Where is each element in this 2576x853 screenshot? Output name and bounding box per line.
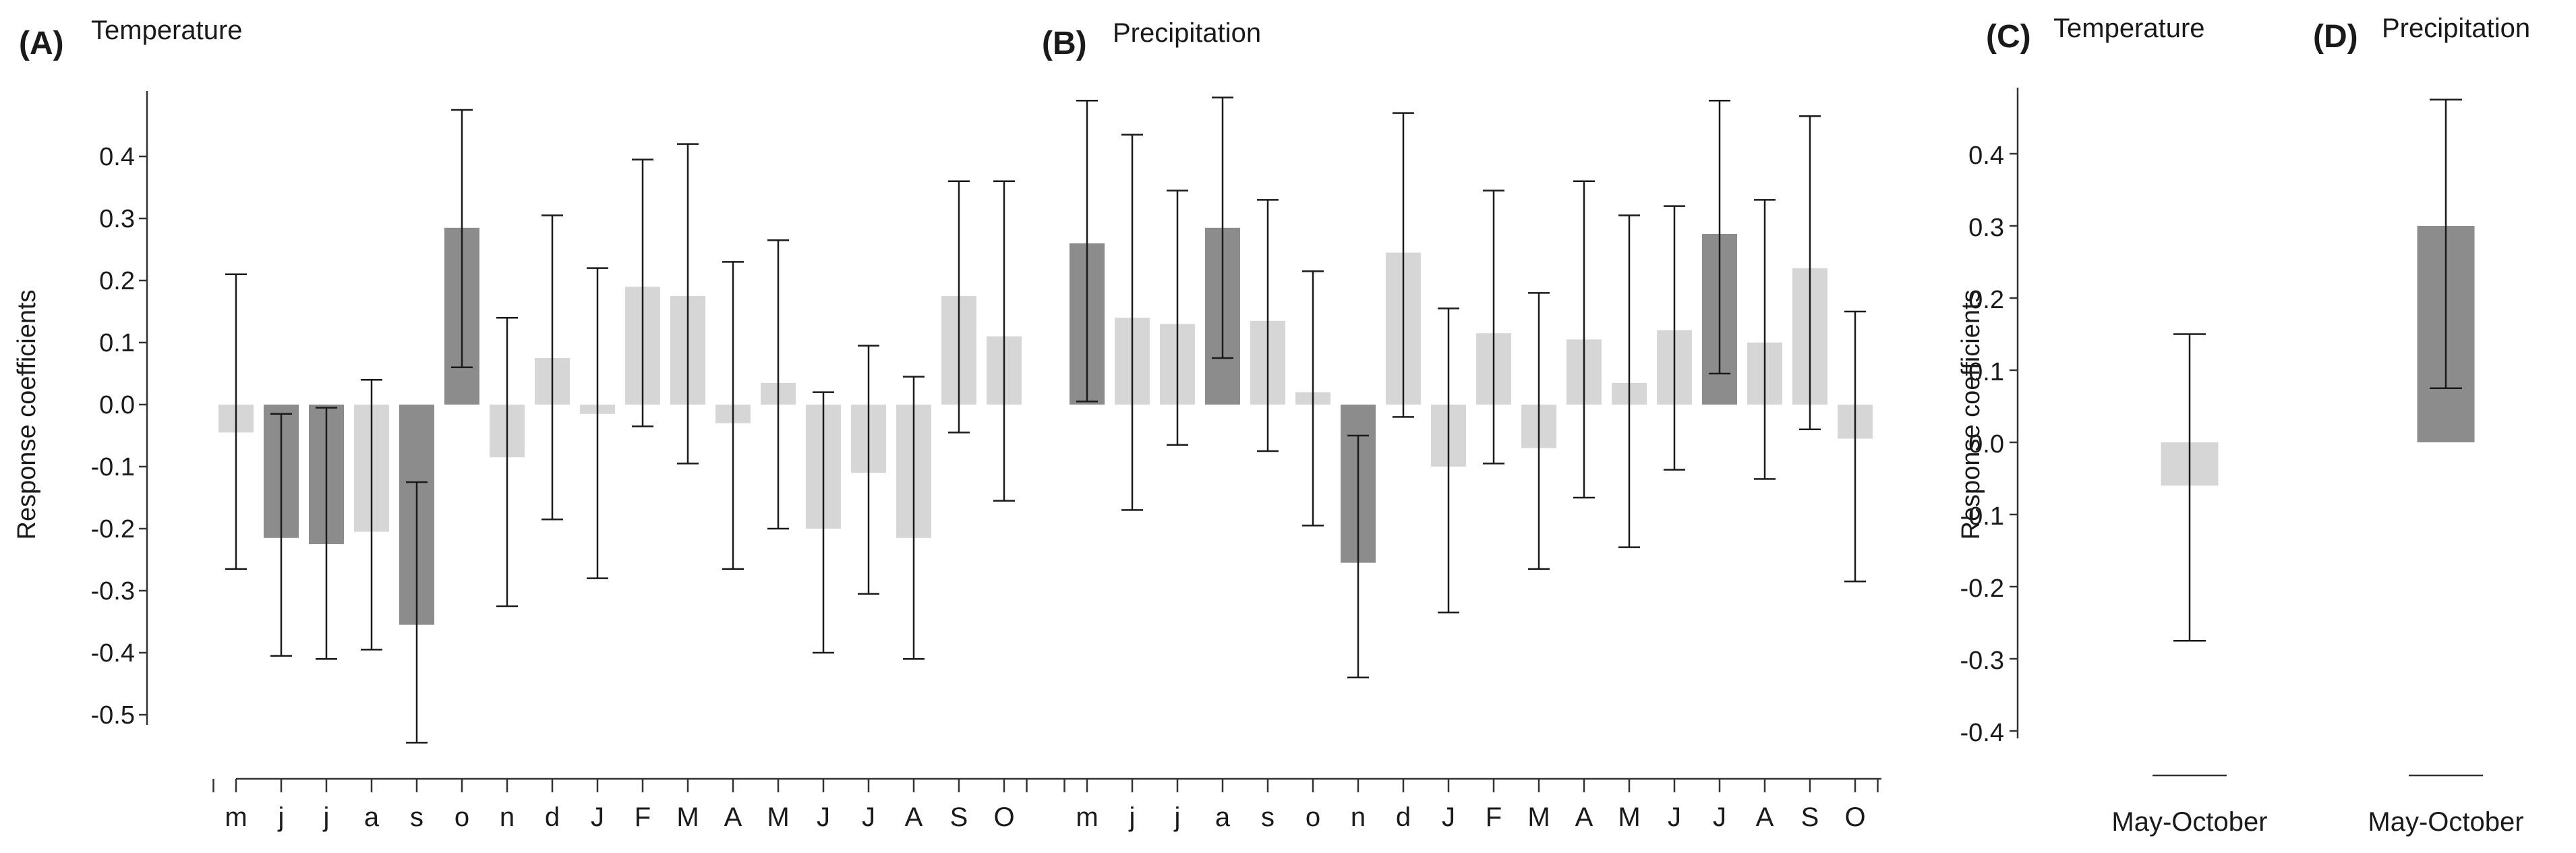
y-tick-label: 0.2 bbox=[1968, 286, 2004, 314]
y-tick-label: 0.1 bbox=[99, 329, 135, 357]
x-tick-label: M bbox=[1527, 802, 1550, 832]
x-tick-label: S bbox=[950, 802, 968, 832]
panel-b-title: Precipitation bbox=[1113, 18, 1261, 48]
x-tick-label: m bbox=[225, 802, 247, 832]
x-tick-label: a bbox=[1215, 802, 1231, 832]
x-tick-label: s bbox=[1261, 802, 1275, 832]
panel-b-letter: (B) bbox=[1042, 26, 1087, 61]
x-tick-label: May-October bbox=[2111, 807, 2267, 837]
x-tick-label: s bbox=[410, 802, 423, 832]
panel-d-title: Precipitation bbox=[2382, 13, 2530, 43]
x-tick-label: J bbox=[1713, 802, 1726, 832]
x-tick-label: J bbox=[1668, 802, 1681, 832]
y-tick-label: 0.1 bbox=[1968, 358, 2004, 386]
y-tick-label: -0.1 bbox=[1960, 502, 2004, 531]
y-tick-label: -0.3 bbox=[91, 577, 135, 606]
y-axis-label-right: Response coefficients bbox=[1957, 289, 1985, 539]
y-tick-label: -0.3 bbox=[1960, 647, 2004, 675]
x-tick-label: F bbox=[1486, 802, 1502, 832]
panel-d-letter: (D) bbox=[2313, 19, 2358, 55]
x-tick-label: J bbox=[1442, 802, 1455, 832]
x-tick-label: O bbox=[993, 802, 1014, 832]
x-tick-label: j bbox=[278, 802, 285, 832]
x-tick-label: j bbox=[323, 802, 330, 832]
x-tick-label: A bbox=[724, 802, 742, 832]
x-tick-label: S bbox=[1801, 802, 1819, 832]
x-tick-label: May-October bbox=[2368, 807, 2523, 837]
y-tick-label: -0.2 bbox=[1960, 575, 2004, 603]
y-tick-label: -0.5 bbox=[91, 701, 135, 730]
y-axis-label-left: Response coefficients bbox=[13, 289, 41, 539]
x-tick-label: n bbox=[1351, 802, 1366, 832]
panel-c-letter: (C) bbox=[1986, 19, 2031, 55]
panel-a-title: Temperature bbox=[91, 16, 243, 45]
y-tick-label: -0.1 bbox=[91, 453, 135, 481]
x-tick-label: d bbox=[545, 802, 560, 832]
x-tick-label: d bbox=[1396, 802, 1411, 832]
y-tick-label: 0.0 bbox=[99, 391, 135, 419]
panel-a-letter: (A) bbox=[19, 26, 64, 61]
x-tick-label: A bbox=[1756, 802, 1774, 832]
x-tick-label: O bbox=[1844, 802, 1865, 832]
x-tick-label: M bbox=[676, 802, 699, 832]
y-tick-label: 0.0 bbox=[1968, 430, 2004, 459]
x-tick-label: A bbox=[1575, 802, 1593, 832]
x-tick-label: F bbox=[635, 802, 651, 832]
x-tick-label: j bbox=[1174, 802, 1181, 832]
y-tick-label: 0.4 bbox=[1968, 142, 2004, 170]
y-tick-label: -0.2 bbox=[91, 515, 135, 543]
x-tick-label: M bbox=[767, 802, 789, 832]
x-tick-label: n bbox=[500, 802, 515, 832]
x-tick-label: o bbox=[455, 802, 469, 832]
x-tick-label: M bbox=[1618, 802, 1640, 832]
x-tick-label: m bbox=[1076, 802, 1098, 832]
x-tick-label: J bbox=[862, 802, 875, 832]
y-tick-label: 0.3 bbox=[1968, 214, 2004, 242]
y-tick-label: 0.2 bbox=[99, 267, 135, 295]
x-tick-label: j bbox=[1129, 802, 1136, 832]
y-tick-label: 0.4 bbox=[99, 143, 135, 171]
x-tick-label: o bbox=[1306, 802, 1320, 832]
x-tick-label: J bbox=[591, 802, 604, 832]
panel-c-title: Temperature bbox=[2053, 13, 2205, 43]
x-tick-label: J bbox=[817, 802, 830, 832]
x-tick-label: A bbox=[905, 802, 923, 832]
y-tick-label: 0.3 bbox=[99, 205, 135, 233]
y-tick-label: -0.4 bbox=[1960, 719, 2004, 747]
x-tick-label: a bbox=[364, 802, 380, 832]
y-tick-label: -0.4 bbox=[91, 639, 135, 668]
